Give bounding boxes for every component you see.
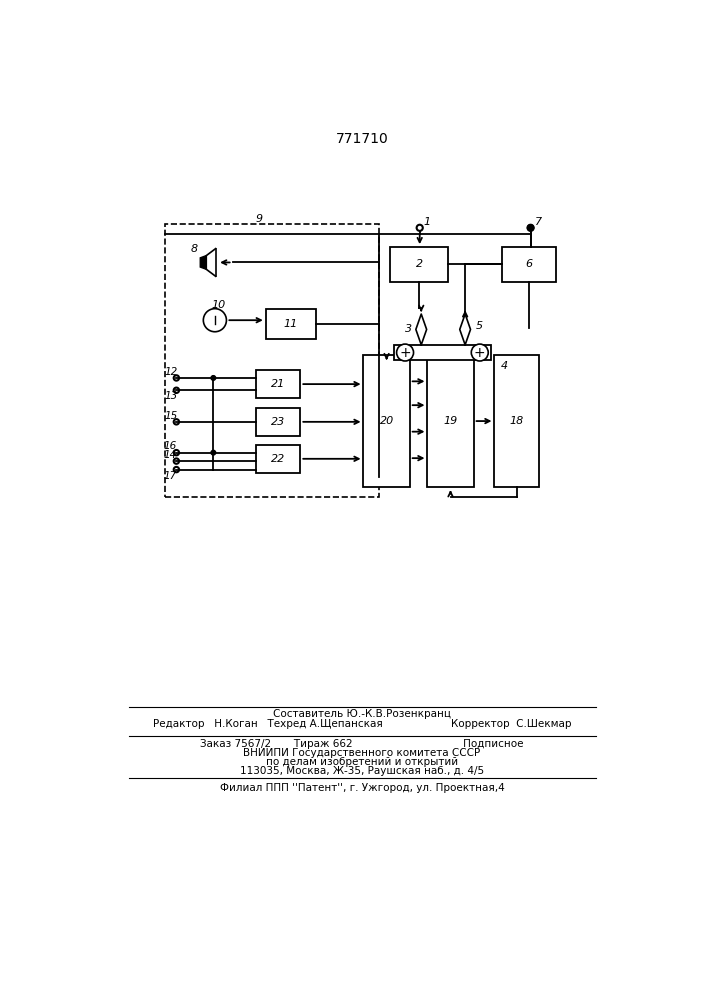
Bar — [256, 445, 300, 473]
Circle shape — [211, 376, 216, 380]
Circle shape — [174, 419, 179, 425]
Text: 3: 3 — [405, 324, 412, 334]
Bar — [256, 370, 300, 398]
Text: 11: 11 — [284, 319, 298, 329]
Text: 23: 23 — [271, 417, 285, 427]
Text: 13: 13 — [164, 391, 177, 401]
Circle shape — [211, 450, 216, 455]
Circle shape — [527, 225, 534, 231]
Circle shape — [527, 225, 534, 231]
Circle shape — [416, 225, 423, 231]
Text: 14: 14 — [163, 450, 177, 460]
Text: 20: 20 — [380, 416, 394, 426]
Circle shape — [204, 309, 226, 332]
Text: 9: 9 — [256, 214, 263, 224]
Circle shape — [174, 375, 179, 381]
Text: 15: 15 — [164, 411, 177, 421]
Circle shape — [472, 344, 489, 361]
Bar — [165, 224, 379, 497]
Bar — [256, 408, 300, 436]
Bar — [395, 345, 491, 360]
Bar — [428, 355, 474, 487]
Text: +: + — [399, 346, 411, 360]
Text: по делам изобретений и открытий: по делам изобретений и открытий — [266, 757, 458, 767]
Circle shape — [174, 467, 179, 472]
Text: 22: 22 — [271, 454, 285, 464]
Text: 2: 2 — [416, 259, 423, 269]
Text: Заказ 7567/2       Тираж 662                                  Подписное: Заказ 7567/2 Тираж 662 Подписное — [200, 739, 524, 749]
Text: ВНИИПИ Государственного комитета СССР: ВНИИПИ Государственного комитета СССР — [243, 748, 481, 758]
Text: 113035, Москва, Ж-35, Раушская наб., д. 4/5: 113035, Москва, Ж-35, Раушская наб., д. … — [240, 766, 484, 776]
Text: 8: 8 — [190, 244, 198, 254]
Bar — [494, 355, 539, 487]
Bar — [502, 247, 556, 282]
Polygon shape — [200, 256, 206, 269]
Text: 5: 5 — [475, 321, 483, 331]
Text: 1: 1 — [423, 217, 431, 227]
Circle shape — [174, 450, 179, 455]
Text: Филиал ППП ''Патент'', г. Ужгород, ул. Проектная,4: Филиал ППП ''Патент'', г. Ужгород, ул. П… — [220, 783, 504, 793]
Circle shape — [174, 388, 179, 393]
Text: 4: 4 — [501, 361, 508, 371]
Text: 16: 16 — [163, 441, 177, 451]
Circle shape — [174, 458, 179, 464]
Bar — [363, 355, 409, 487]
Text: 12: 12 — [164, 367, 177, 377]
Text: 17: 17 — [163, 471, 177, 481]
Text: +: + — [474, 346, 486, 360]
Text: 18: 18 — [510, 416, 524, 426]
Text: 771710: 771710 — [336, 132, 388, 146]
Text: 7: 7 — [534, 217, 542, 227]
Text: 19: 19 — [443, 416, 457, 426]
Bar — [390, 247, 448, 282]
Text: 6: 6 — [525, 259, 532, 269]
Text: Составитель Ю.-К.В.Розенкранц: Составитель Ю.-К.В.Розенкранц — [273, 709, 451, 719]
Text: 10: 10 — [211, 300, 226, 310]
Circle shape — [397, 344, 414, 361]
Text: 21: 21 — [271, 379, 285, 389]
Text: Редактор   Н.Коган   Техред А.Щепанская                     Корректор  С.Шекмар: Редактор Н.Коган Техред А.Щепанская Корр… — [153, 719, 571, 729]
Bar — [266, 309, 316, 339]
